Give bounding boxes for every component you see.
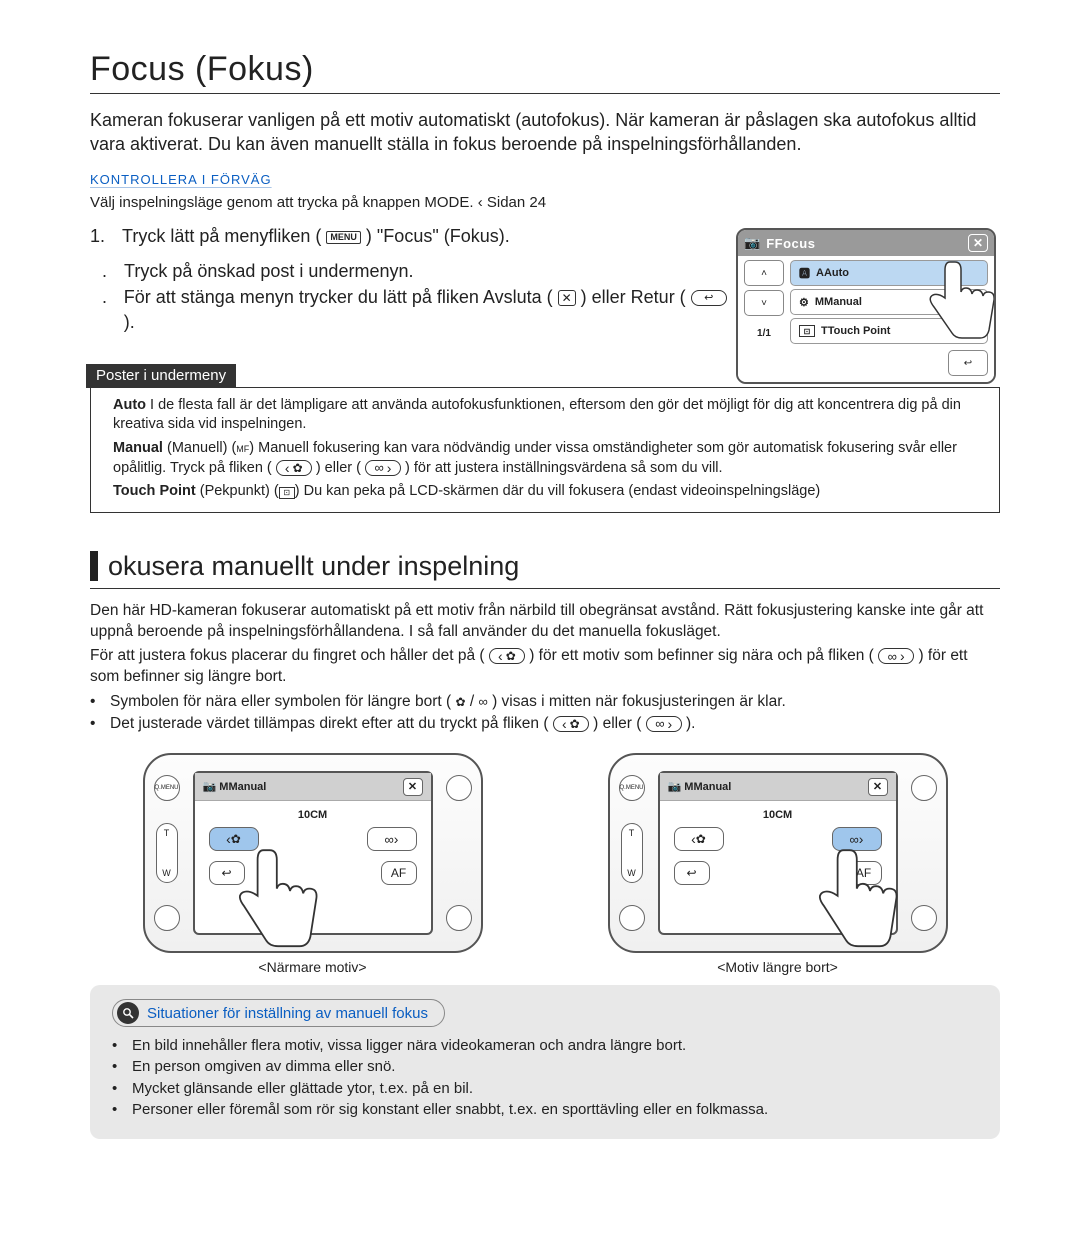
camera-icon: 📷 (744, 235, 760, 251)
heading-accent-bar (90, 551, 98, 581)
right-knob-bottom (446, 905, 472, 931)
pre-check-text: Välj inspelningsläge genom att trycka på… (90, 193, 730, 213)
lcd-page: 1/1 (744, 320, 784, 346)
flower-icon: ✿ (455, 695, 465, 709)
cam-close-icon-2: ✕ (868, 778, 888, 796)
poster-manual-paren: (Manuell) (167, 440, 231, 456)
close-icon: ✕ (558, 290, 576, 306)
situations-box: Situationer för inställning av manuell f… (90, 985, 1000, 1139)
cam-near-button-2: ‹ ✿ (674, 827, 724, 851)
cam-af-icon: AF (381, 861, 417, 885)
far-pill-icon: ∞› (878, 648, 914, 664)
tw-rocker: TW (156, 823, 178, 883)
sec2-p1: Den här HD-kameran fokuserar automatiskt… (90, 601, 1000, 643)
hand-left-icon (228, 843, 328, 963)
camera-right: Q.MENU TW 📷 MManual ✕ 10CM ‹ ✿ (608, 753, 948, 953)
cam-return-icon-2: ↩ (674, 861, 710, 885)
camera-left: Q.MENU TW 📷 MManual ✕ 10CM ‹ ✿ (143, 753, 483, 953)
cam-icon: 📷 (203, 781, 220, 793)
left-knob-bottom (154, 905, 180, 931)
touch-point-inline-icon: ⊡ (279, 487, 295, 499)
infinity-icon: ∞ (478, 694, 487, 709)
poster-touch-text: Du kan peka på LCD-skärmen där du vill f… (304, 483, 821, 499)
lcd-title: Focus (775, 236, 816, 251)
manual-page: Focus (Fokus) Kameran fokuserar vanligen… (0, 0, 1080, 1179)
lcd-close-icon: ✕ (968, 234, 988, 252)
sub-step-1: . Tryck på önskad post i undermenyn. (102, 259, 730, 283)
grey-bullet-1: •En bild innehåller flera motiv, vissa l… (112, 1036, 978, 1056)
sub2-a: För att stänga menyn trycker du lätt på … (124, 287, 553, 307)
sec2-p2: För att justera fokus placerar du fingre… (90, 646, 1000, 688)
tw-rocker-2: TW (621, 823, 643, 883)
auto-mode-icon: 🅰 (799, 265, 810, 281)
step-1: 1. Tryck lätt på menyfliken ( MENU ) "Fo… (90, 223, 730, 249)
far-pill-icon-2: ∞› (646, 716, 682, 732)
lcd-down-icon: ˅ (744, 290, 784, 316)
poster-manual-end: ) för att justera inställningsvärdena så… (405, 460, 723, 476)
cam-distance: 10CM (195, 801, 431, 827)
lcd-illustration: 📷 FFocus ✕ ˄ ˅ 1/1 🅰 AAuto ⚙ (736, 228, 996, 374)
manual-tiny-icon: MF (236, 444, 249, 454)
right-knob-top (446, 775, 472, 801)
hand-right-icon (808, 843, 908, 963)
sec2-bullet-1: • Symbolen för nära eller symbolen för l… (90, 692, 1000, 713)
page-title: Focus (Fokus) (90, 50, 1000, 89)
cam-distance-2: 10CM (660, 801, 896, 827)
situations-header: Situationer för inställning av manuell f… (112, 999, 445, 1027)
poster-manual-mid: ) eller ( (316, 460, 361, 476)
poster-auto-label: Auto (113, 397, 146, 413)
qmenu-knob-2: Q.MENU (619, 775, 645, 801)
pre-check-label: KONTROLLERA I FÖRVÄG (90, 172, 272, 187)
lcd-up-icon: ˄ (744, 260, 784, 286)
poster-touch-paren: (Pekpunkt) (200, 483, 274, 499)
manual-mode-icon: ⚙ (799, 296, 809, 309)
grey-bullet-4: •Personer eller föremål som rör sig kons… (112, 1100, 978, 1120)
title-rule (90, 93, 1000, 94)
cam-icon-2: 📷 (668, 781, 685, 793)
sub2-b: ) eller Retur ( (581, 287, 686, 307)
grey-bullet-3: •Mycket glänsande eller glättade ytor, t… (112, 1079, 978, 1099)
near-adjust-icon: ‹✿ (276, 460, 312, 476)
section-2-title: okusera manuellt under inspelning (108, 551, 519, 582)
situations-title: Situationer för inställning av manuell f… (147, 1005, 428, 1022)
grey-bullet-2: •En person omgiven av dimma eller snö. (112, 1057, 978, 1077)
sub-step-2: . För att stänga menyn trycker du lätt p… (102, 285, 730, 334)
touch-point-icon: ⊡ (799, 325, 815, 337)
near-pill-icon: ‹✿ (489, 648, 525, 664)
right-knob-bottom-2 (911, 905, 937, 931)
return-icon: ↩ (691, 290, 727, 306)
intro-text: Kameran fokuserar vanligen på ett motiv … (90, 108, 1000, 157)
far-adjust-icon: ∞› (365, 460, 401, 476)
cam-close-icon: ✕ (403, 778, 423, 796)
submenu-label: Poster i undermeny (86, 364, 236, 388)
step1-text-b: ) "Focus" (Fokus). (366, 226, 510, 246)
step1-text-a: Tryck lätt på menyfliken ( (122, 226, 321, 246)
section-2-heading: okusera manuellt under inspelning (90, 551, 1000, 582)
sec2-bullet-2: • Det justerade värdet tillämpas direkt … (90, 714, 1000, 735)
hand-pointer-icon (920, 252, 996, 342)
qmenu-knob: Q.MENU (154, 775, 180, 801)
poster-auto-text: I de flesta fall är det lämpligare att a… (113, 397, 961, 433)
sub1-text: Tryck på önskad post i undermenyn. (124, 259, 413, 283)
poster-touch-label: Touch Point (113, 483, 196, 499)
camera-illustrations: Q.MENU TW 📷 MManual ✕ 10CM ‹ ✿ (90, 753, 1000, 975)
step-number: 1. (90, 223, 112, 249)
left-knob-bottom-2 (619, 905, 645, 931)
right-knob-top-2 (911, 775, 937, 801)
poster-manual-label: Manual (113, 440, 163, 456)
menu-icon: MENU (326, 231, 361, 244)
magnifier-icon (117, 1002, 139, 1024)
section-2-rule (90, 588, 1000, 589)
lcd-return-icon: ↩ (948, 350, 988, 376)
cam-far-button: ∞ › (367, 827, 417, 851)
sub2-c: ). (124, 312, 135, 332)
near-pill-icon-2: ‹✿ (553, 716, 589, 732)
